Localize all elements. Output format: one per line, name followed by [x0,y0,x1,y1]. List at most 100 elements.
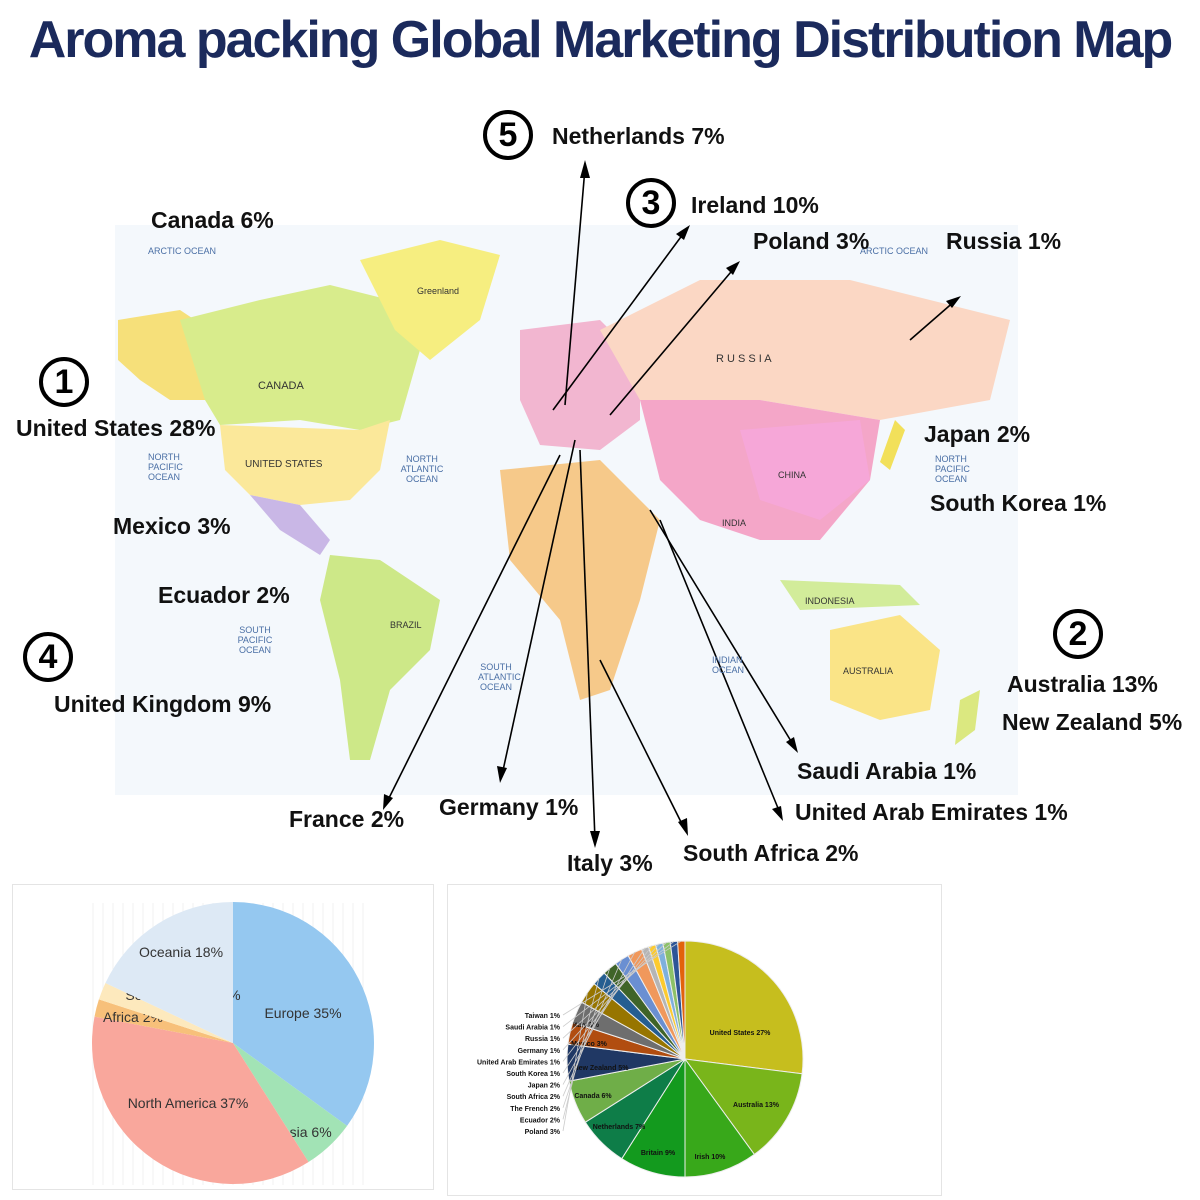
label-ecuador: Ecuador 2% [158,582,290,608]
arrow-germany [501,439,576,776]
rank-marker-2: 2 [1053,609,1103,659]
arrows [386,167,957,841]
landmass-greenland [360,240,500,360]
rank-marker-4: 4 [23,632,73,682]
arrow-south-africa [599,659,685,829]
landmass-africa [500,460,660,700]
label-ireland: Ireland 10% [691,192,819,218]
landmass-usa [220,420,390,505]
pie-slice [683,1058,803,1156]
pie-label: Netherlands 7% [593,1124,646,1131]
label-united-states: United States 28% [16,415,216,441]
map-text-china: CHINA [778,470,807,480]
leader-line [562,940,682,1016]
label-canada: Canada 6% [151,207,274,233]
rank-marker-3: 3 [626,178,676,228]
pie-label: United Arab Emirates 1% [477,1059,561,1066]
pie-label: The French 2% [510,1106,561,1113]
label-netherlands: Netherlands 7% [552,123,725,149]
pie-slice [92,1016,309,1184]
pie-label: Britain 9% [641,1150,676,1157]
label-australia: Australia 13% [1007,671,1158,697]
arrow-poland [609,265,737,416]
landmass-japan [880,420,905,470]
country-pie-chart: United States 27% Australia 13% Irish 10% B… [477,940,804,1178]
pie-label: North America 37% [128,1095,249,1111]
pie-label: United States 27% [710,1030,771,1037]
pie-label: South Africa 2% [507,1094,561,1101]
pie-label: Irish 10% [695,1154,727,1161]
landmass-mexico [250,495,330,555]
pie-slice [105,902,233,1043]
label-south-africa: South Africa 2% [683,840,859,866]
label-new-zealand: New Zealand 5% [1002,709,1183,735]
leader-line [562,942,667,1039]
label-russia: Russia 1% [946,228,1062,254]
map-text-brazil: BRAZIL [390,620,422,630]
landmass-indonesia [780,580,920,610]
region-pie-panel: Europe 35% Asia 6% North America 37% Africa… [12,884,434,1190]
pie-slice [677,940,686,1060]
landmass-china [740,420,870,520]
region-pie-chart: Europe 35%Asia 6%North America 37%Africa… [92,902,374,1185]
label-france: France 2% [289,806,405,832]
label-south-korea: South Korea 1% [930,490,1107,516]
landmass-russia [600,280,1010,420]
pie-slice [94,999,233,1043]
pie-label: Ecuador 2% [520,1117,561,1124]
arrowheads [383,160,961,848]
country-pie-panel: United States 27% Australia 13% Irish 10% B… [447,884,942,1196]
map-text-arctic: ARCTIC OCEAN [860,246,929,256]
pie-label: Canada 6% [574,1093,612,1100]
pie-slice [98,982,233,1043]
map-text-arctic: ARCTIC OCEAN [148,246,217,256]
map-text-north-pacific: NORTH PACIFIC OCEAN [148,452,183,482]
map-text-us: UNITED STATES [245,459,323,470]
pie-label: Italy 3% [573,1022,600,1029]
arrow-uae [659,519,781,814]
label-italy: Italy 3% [567,850,653,876]
pie-label: Poland 3% [525,1129,561,1136]
label-japan: Japan 2% [924,421,1031,447]
label-united-kingdom: United Kingdom 9% [54,691,272,717]
arrow-france [386,454,561,803]
map-text-greenland: Greenland [417,286,460,296]
pie-label: Taiwan 1% [525,1013,561,1020]
landmass-south-america [320,555,440,760]
map-text-indonesia: INDONESIA [805,596,855,606]
map-text-south-pacific: SOUTH PACIFIC OCEAN [237,625,273,655]
map-text-south-atlantic: SOUTH ATLANTIC OCEAN [478,662,521,692]
pie-label: Oceania 18% [139,944,223,960]
map-text-north-pacific: NORTH PACIFIC OCEAN [935,454,970,484]
map-text-india: INDIA [722,518,747,528]
pie-slice [684,1057,756,1178]
label-mexico: Mexico 3% [113,513,231,539]
rank-marker-1: 1 [39,357,89,407]
pie-label: Australia 13% [733,1102,780,1109]
pie-label: Europe 35% [264,1005,341,1021]
arrow-italy [579,449,596,841]
label-saudi-arabia: Saudi Arabia 1% [797,758,977,784]
pie-label: Asia 6% [280,1124,331,1140]
map-text-canada: CANADA [258,380,304,392]
pie-label: Japan 2% [528,1083,561,1090]
leader-line [562,943,660,1051]
landmass-australia [830,615,940,720]
map-text-north-atlantic: NORTH ATLANTIC OCEAN [400,454,444,484]
pie-label: Saudi Arabia 1% [505,1025,560,1032]
map-text-australia: AUSTRALIA [843,666,894,676]
arrow-ireland [552,229,687,411]
map-text-indian: INDIAN OCEAN [712,655,745,675]
arrow-netherlands [564,167,586,406]
label-poland: Poland 3% [753,228,870,254]
leader-line [562,978,600,1120]
arrow-saudi-arabia [649,509,795,747]
pie-slice [233,1043,348,1163]
rank-marker-5: 5 [483,110,533,160]
pie-label: Mexico 3% [571,1041,608,1048]
map-text-russia: R U S S I A [716,353,772,365]
page-title: Aroma packing Global Marketing Distribut… [28,11,1174,69]
leader-line [562,945,653,1062]
pie-label: South Korea 1% [506,1071,560,1078]
